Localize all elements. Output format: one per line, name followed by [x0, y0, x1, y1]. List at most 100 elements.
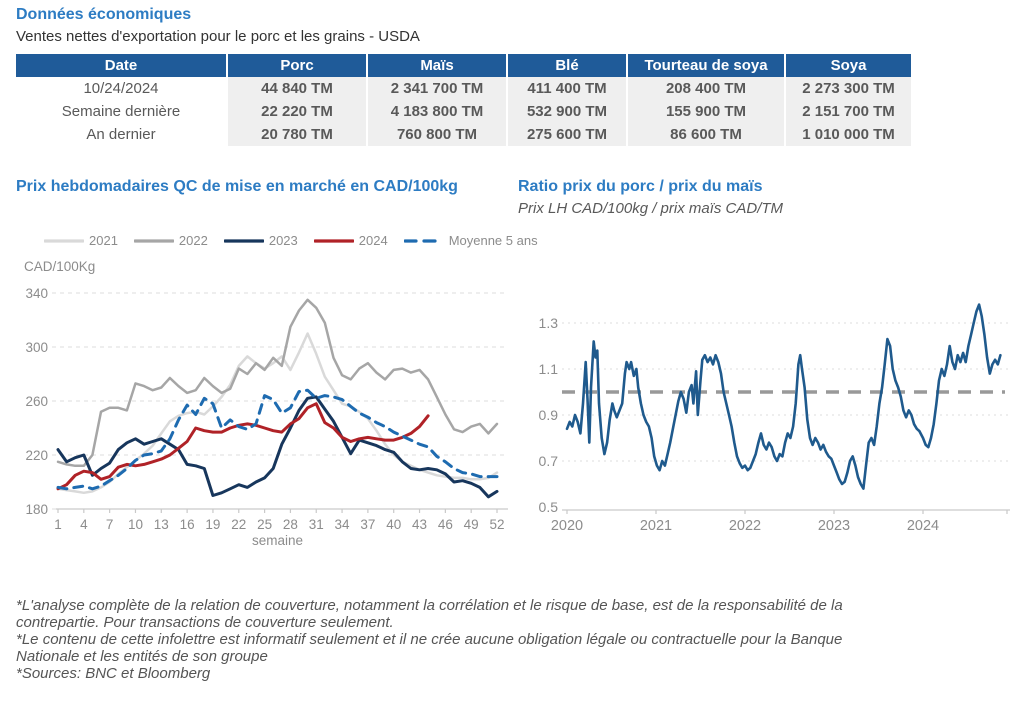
- value-cell: 2 341 700 TM: [368, 77, 508, 100]
- col-header-4: Tourteau de soya: [628, 54, 786, 77]
- row-label-cell: 10/24/2024: [16, 77, 228, 100]
- x-tick-label: 13: [154, 517, 169, 532]
- value-cell: 20 780 TM: [228, 123, 368, 146]
- table-row: An dernier 20 780 TM 760 800 TM 275 600 TM 8…: [16, 123, 911, 146]
- value-cell: 44 840 TM: [228, 77, 368, 100]
- footnotes: *L'analyse complète de la relation de co…: [16, 597, 996, 682]
- x-tick-label: 1: [54, 517, 62, 532]
- y-axis-unit-label: CAD/100Kg: [24, 259, 95, 274]
- legend-item-moyenne-5-ans: Moyenne 5 ans: [403, 233, 538, 248]
- legend-swatch: [44, 238, 84, 243]
- y-tick-label: 180: [25, 502, 48, 517]
- col-header-1: Porc: [228, 54, 368, 77]
- y-tick-label: 300: [25, 340, 48, 355]
- footnote-line: *Le contenu de cette infolettre est info…: [16, 631, 843, 648]
- weekly-price-chart-title: Prix hebdomadaires QC de mise en marché …: [16, 178, 458, 195]
- section-subtitle: Ventes nettes d'exportation pour le porc…: [16, 28, 420, 45]
- x-tick-label: 25: [257, 517, 272, 532]
- col-header-0: Date: [16, 54, 228, 77]
- y-tick-label: 0.5: [539, 499, 559, 515]
- table-row: Semaine dernière 22 220 TM 4 183 800 TM 532…: [16, 100, 911, 123]
- legend-swatch: [223, 238, 264, 243]
- row-label-cell: An dernier: [16, 123, 228, 146]
- footnote-line: contrepartie. Pour transactions de couve…: [16, 614, 394, 631]
- x-tick-label: 2024: [907, 518, 939, 534]
- export-sales-table: Date Porc Maïs Blé Tourteau de soya Soya 10/2…: [16, 54, 911, 146]
- footnote-line: *Sources: BNC et Bloomberg: [16, 665, 211, 682]
- value-cell: 86 600 TM: [628, 123, 786, 146]
- value-cell: 1 010 000 TM: [786, 123, 911, 146]
- x-tick-label: 19: [205, 517, 220, 532]
- x-axis-label: semaine: [252, 533, 303, 548]
- legend-label: 2023: [268, 233, 298, 248]
- legend-item-2024: 2024: [313, 233, 388, 248]
- x-tick-label: 7: [106, 517, 114, 532]
- legend-swatch: [313, 238, 354, 243]
- legend-swatch: [133, 238, 174, 243]
- row-label-cell: Semaine dernière: [16, 100, 228, 123]
- x-tick-label: 2020: [551, 518, 583, 534]
- y-tick-label: 340: [25, 286, 48, 301]
- value-cell: 760 800 TM: [368, 123, 508, 146]
- ratio-chart-subtitle: Prix LH CAD/100kg / prix maïs CAD/TM: [518, 200, 784, 217]
- weekly-price-line-chart: 180 220 260 300 340 CAD/100Kg 1 4 7 10 13 16 19 22 25 2…: [24, 259, 508, 548]
- export-sales-table-wrap: Date Porc Maïs Blé Tourteau de soya Soya 10/2…: [16, 54, 911, 146]
- x-tick-label: 31: [309, 517, 324, 532]
- y-tick-label: 1.3: [539, 315, 559, 331]
- x-tick-label: 16: [180, 517, 195, 532]
- series-line-2023: [56, 395, 499, 499]
- col-header-2: Maïs: [368, 54, 508, 77]
- x-tick-label: 34: [335, 517, 351, 532]
- x-tick-label: 2021: [640, 518, 672, 534]
- value-cell: 532 900 TM: [508, 100, 628, 123]
- x-tick-label: 37: [360, 517, 375, 532]
- legend-label: 2021: [89, 233, 118, 248]
- weekly-price-chart-legend: 2021 2022 2023 2024 Moyenne 5 ans: [44, 233, 538, 248]
- legend-label: Moyenne 5 ans: [448, 233, 538, 248]
- value-cell: 22 220 TM: [228, 100, 368, 123]
- x-tick-label: 2022: [729, 518, 761, 534]
- y-tick-label: 0.7: [539, 453, 559, 469]
- legend-item-2022: 2022: [133, 233, 208, 248]
- footnote-line: Nationale et les entités de son groupe: [16, 648, 268, 665]
- x-tick-label: 46: [438, 517, 453, 532]
- legend-item-2021: 2021: [44, 233, 118, 248]
- value-cell: 411 400 TM: [508, 77, 628, 100]
- ratio-chart-title: Ratio prix du porc / prix du maïs: [518, 178, 763, 195]
- legend-swatch: [403, 238, 444, 243]
- value-cell: 4 183 800 TM: [368, 100, 508, 123]
- x-tick-label: 4: [80, 517, 88, 532]
- porc-mais-ratio-line-chart: 0.5 0.7 0.9 1.1 1.3 2020 2021 2022 2023 2024: [539, 303, 1010, 534]
- x-tick-label: 22: [231, 517, 246, 532]
- value-cell: 2 151 700 TM: [786, 100, 911, 123]
- x-tick-label: 28: [283, 517, 298, 532]
- section-title: Données économiques: [16, 6, 192, 23]
- legend-label: 2022: [178, 233, 208, 248]
- x-tick-label: 10: [128, 517, 143, 532]
- footnote-line: *L'analyse complète de la relation de co…: [16, 597, 843, 614]
- table-header-row: Date Porc Maïs Blé Tourteau de soya Soya: [16, 54, 911, 77]
- legend-label: 2024: [358, 233, 388, 248]
- series-line-ratio: [565, 303, 1002, 490]
- y-tick-label: 1.1: [539, 361, 559, 377]
- x-tick-label: 2023: [818, 518, 850, 534]
- y-tick-label: 0.9: [539, 407, 559, 423]
- table-row: 10/24/2024 44 840 TM 2 341 700 TM 411 400 T…: [16, 77, 911, 100]
- col-header-5: Soya: [786, 54, 911, 77]
- series-line-2024: [56, 402, 430, 491]
- x-tick-label: 49: [464, 517, 479, 532]
- series-line-2022: [56, 298, 499, 468]
- value-cell: 275 600 TM: [508, 123, 628, 146]
- x-tick-label: 40: [386, 517, 401, 532]
- y-tick-label: 220: [25, 448, 48, 463]
- legend-item-2023: 2023: [223, 233, 298, 248]
- x-tick-label: 52: [489, 517, 504, 532]
- series-line-moyenne-5-ans: [56, 388, 499, 491]
- value-cell: 2 273 300 TM: [786, 77, 911, 100]
- value-cell: 208 400 TM: [628, 77, 786, 100]
- value-cell: 155 900 TM: [628, 100, 786, 123]
- x-tick-label: 43: [412, 517, 427, 532]
- y-tick-label: 260: [25, 394, 48, 409]
- col-header-3: Blé: [508, 54, 628, 77]
